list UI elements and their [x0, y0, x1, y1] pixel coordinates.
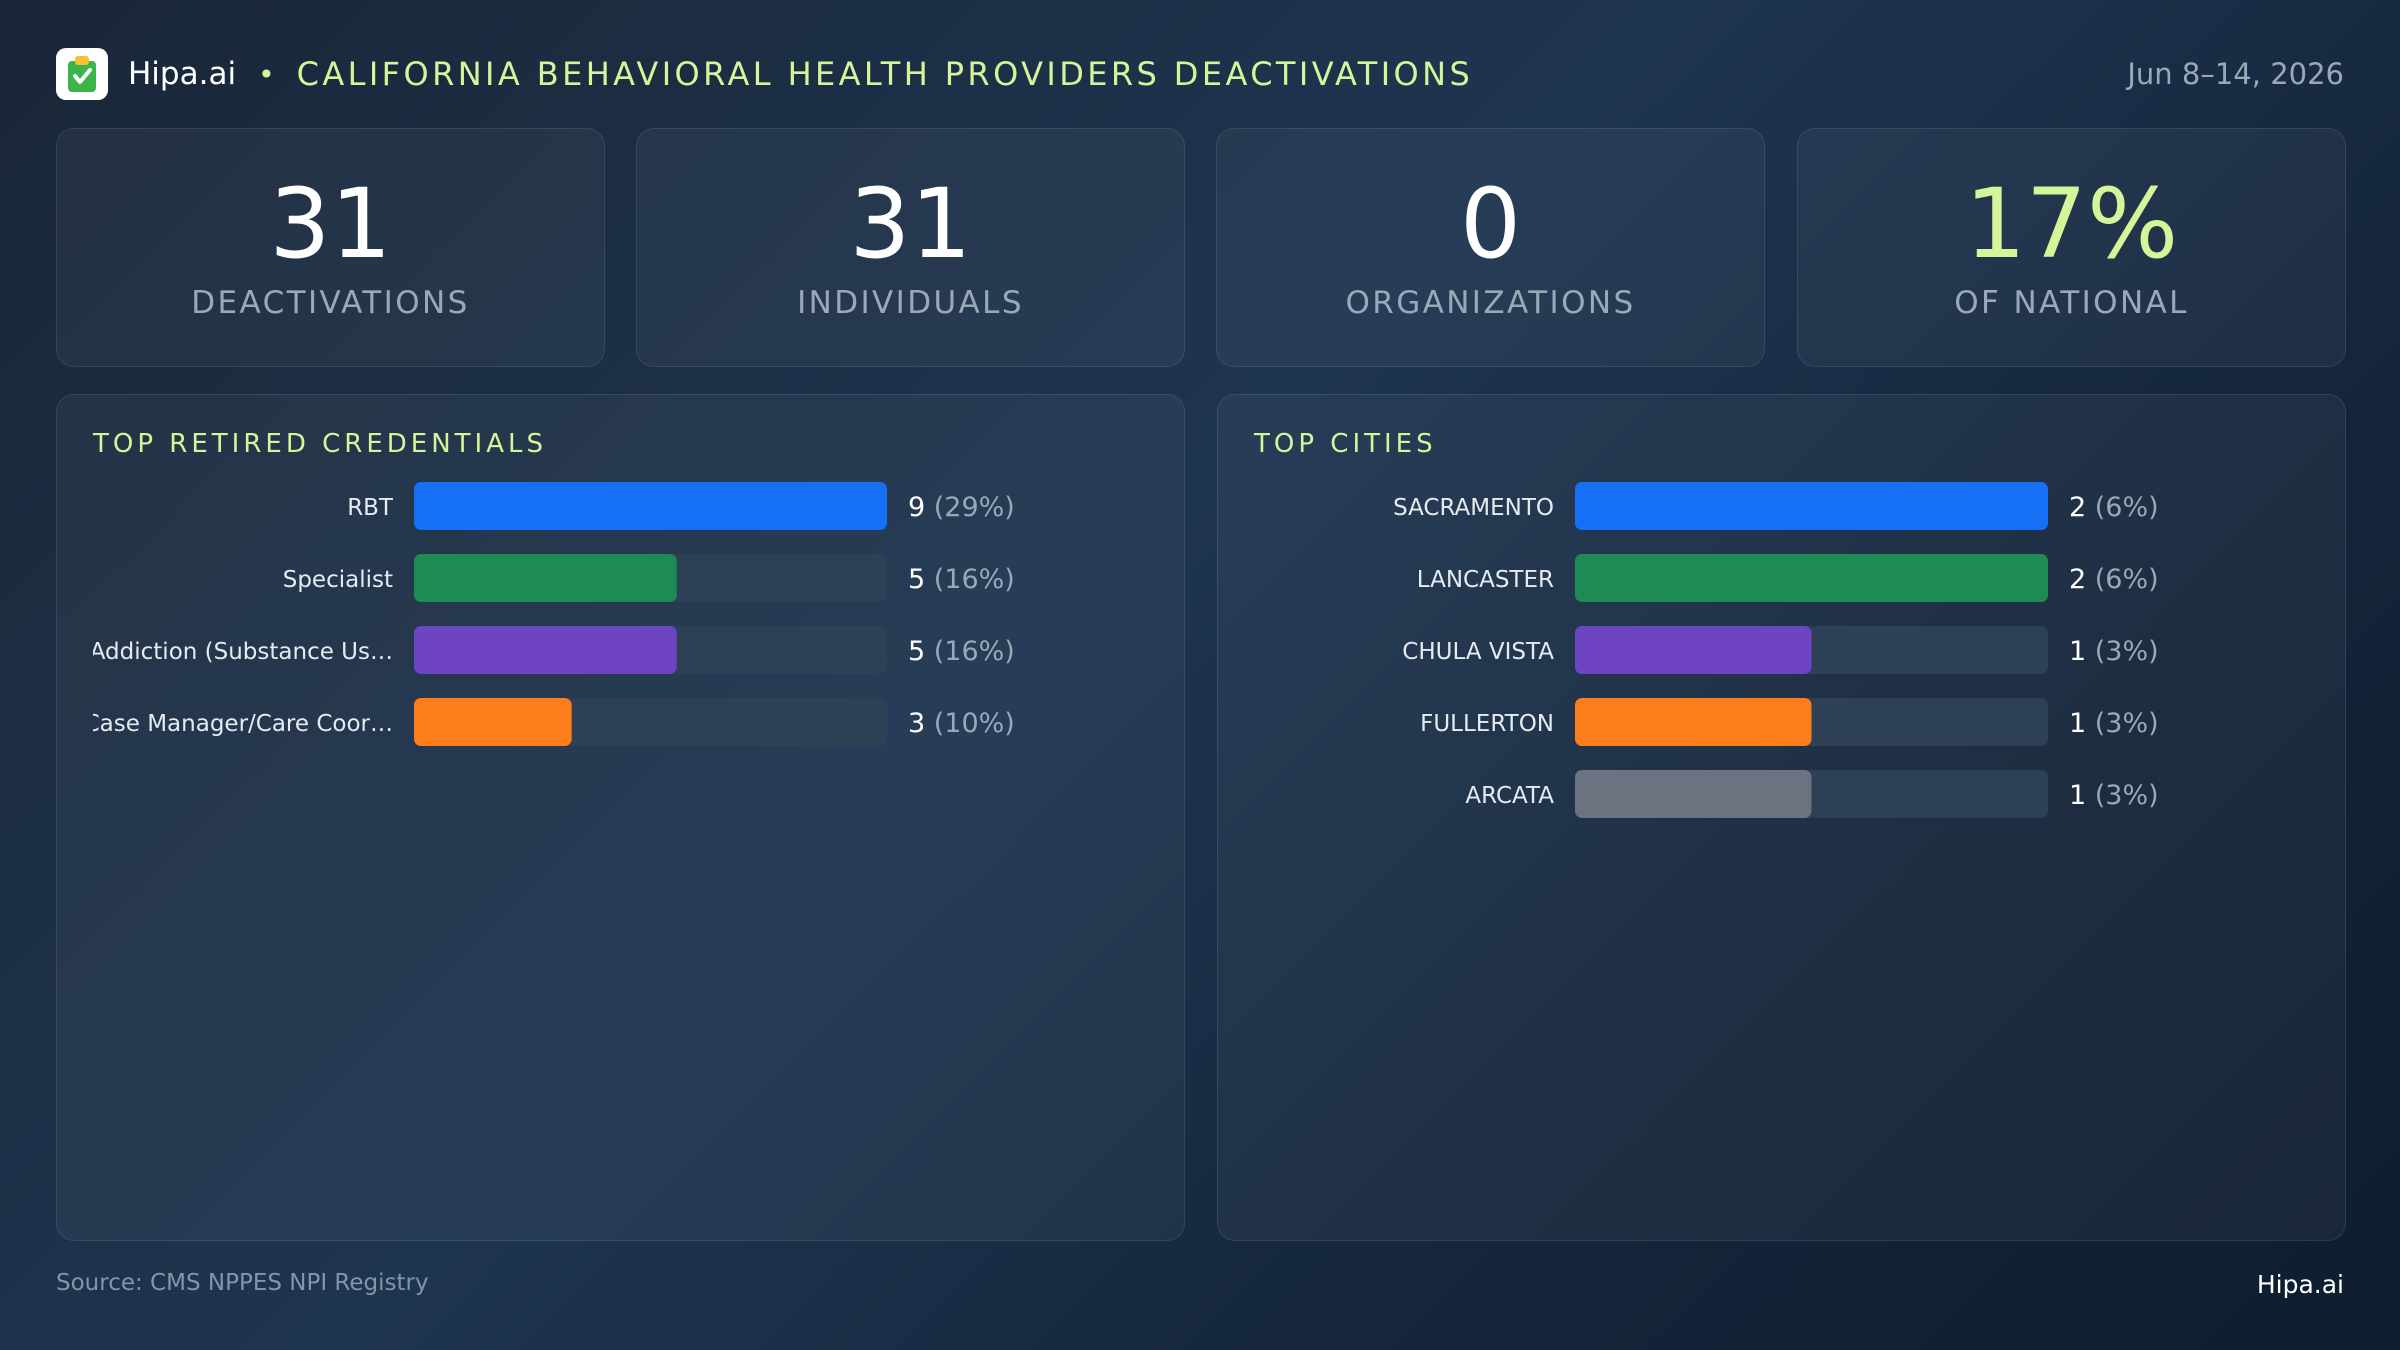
kpi-card-organizations: 0 ORGANIZATIONS	[1216, 128, 1765, 367]
data-value: 2	[2069, 492, 2095, 523]
data-percent: (3%)	[2095, 780, 2159, 811]
bar	[414, 626, 677, 674]
bar	[1575, 482, 2048, 530]
data-label: 2 (6%)	[2069, 564, 2159, 595]
bar	[1575, 770, 1812, 818]
credentials-panel: TOP RETIRED CREDENTIALS RBT 9 (29%) Specia…	[56, 394, 1185, 1241]
data-value: 9	[908, 492, 934, 523]
kpi-card-deactivations: 31 DEACTIVATIONS	[56, 128, 605, 367]
data-value: 3	[908, 708, 934, 739]
source-note: Source: CMS NPPES NPI Registry	[56, 1270, 429, 1296]
bar	[414, 554, 677, 602]
bar	[414, 698, 572, 746]
category-label: SACRAMENTO	[1393, 495, 1554, 521]
kpi-label: INDIVIDUALS	[797, 285, 1024, 321]
data-label: 1 (3%)	[2069, 708, 2159, 739]
kpi-label: OF NATIONAL	[1954, 285, 2189, 321]
data-label: 1 (3%)	[2069, 636, 2159, 667]
date-range: Jun 8–14, 2026	[2127, 57, 2344, 91]
bar	[1575, 626, 1812, 674]
category-label: RBT	[347, 495, 394, 521]
data-label: 1 (3%)	[2069, 780, 2159, 811]
cities-panel: TOP CITIES SACRAMENTO 2 (6%) LANCASTER 2 (6…	[1217, 394, 2346, 1241]
logo	[56, 48, 108, 100]
category-label: Addiction (Substance Us…	[90, 639, 393, 665]
category-label: LANCASTER	[1417, 567, 1554, 593]
panel-title: TOP CITIES	[1254, 429, 1437, 459]
clipboard-check-icon	[68, 56, 96, 92]
data-percent: (6%)	[2095, 564, 2159, 595]
data-label: 5 (16%)	[908, 564, 1015, 595]
brand-name: Hipa.ai	[128, 56, 237, 92]
bar	[1575, 554, 2048, 602]
credentials-bar-chart: RBT 9 (29%) Specialist 5 (16%) Addiction (Su…	[84, 482, 1015, 746]
data-percent: (6%)	[2095, 492, 2159, 523]
data-label: 3 (10%)	[908, 708, 1015, 739]
category-label: FULLERTON	[1420, 711, 1554, 737]
kpi-value: 0	[1459, 168, 1522, 280]
page-title: CALIFORNIA BEHAVIORAL HEALTH PROVIDERS D…	[296, 55, 1474, 93]
cities-bar-chart: SACRAMENTO 2 (6%) LANCASTER 2 (6%) CHULA VIS…	[1393, 482, 2159, 818]
data-percent: (3%)	[2095, 636, 2159, 667]
data-label: 2 (6%)	[2069, 492, 2159, 523]
data-percent: (16%)	[934, 564, 1015, 595]
data-label: 9 (29%)	[908, 492, 1015, 523]
kpi-label: ORGANIZATIONS	[1345, 285, 1636, 321]
kpi-value: 31	[849, 168, 972, 280]
kpi-value: 17%	[1964, 168, 2179, 280]
data-percent: (16%)	[934, 636, 1015, 667]
data-value: 2	[2069, 564, 2095, 595]
kpi-card-national-share: 17% OF NATIONAL	[1797, 128, 2346, 367]
title-separator: •	[258, 57, 275, 91]
data-value: 1	[2069, 780, 2095, 811]
kpi-value: 31	[269, 168, 392, 280]
panel-title: TOP RETIRED CREDENTIALS	[93, 429, 547, 459]
data-value: 5	[908, 564, 934, 595]
kpi-label: DEACTIVATIONS	[191, 285, 470, 321]
data-value: 1	[2069, 636, 2095, 667]
data-value: 1	[2069, 708, 2095, 739]
footer-brand: Hipa.ai	[2256, 1270, 2344, 1299]
data-percent: (3%)	[2095, 708, 2159, 739]
category-label: CHULA VISTA	[1402, 639, 1554, 665]
data-percent: (29%)	[934, 492, 1015, 523]
header: Hipa.ai • CALIFORNIA BEHAVIORAL HEALTH P…	[56, 46, 2344, 102]
kpi-row: 31 DEACTIVATIONS 31 INDIVIDUALS 0 ORGANI…	[56, 128, 2346, 367]
data-percent: (10%)	[934, 708, 1015, 739]
category-label: Specialist	[283, 567, 393, 593]
bar	[414, 482, 887, 530]
data-value: 5	[908, 636, 934, 667]
bar	[1575, 698, 1812, 746]
category-label: Case Manager/Care Coor…	[84, 711, 393, 737]
category-label: ARCATA	[1465, 783, 1554, 809]
data-label: 5 (16%)	[908, 636, 1015, 667]
kpi-card-individuals: 31 INDIVIDUALS	[636, 128, 1185, 367]
